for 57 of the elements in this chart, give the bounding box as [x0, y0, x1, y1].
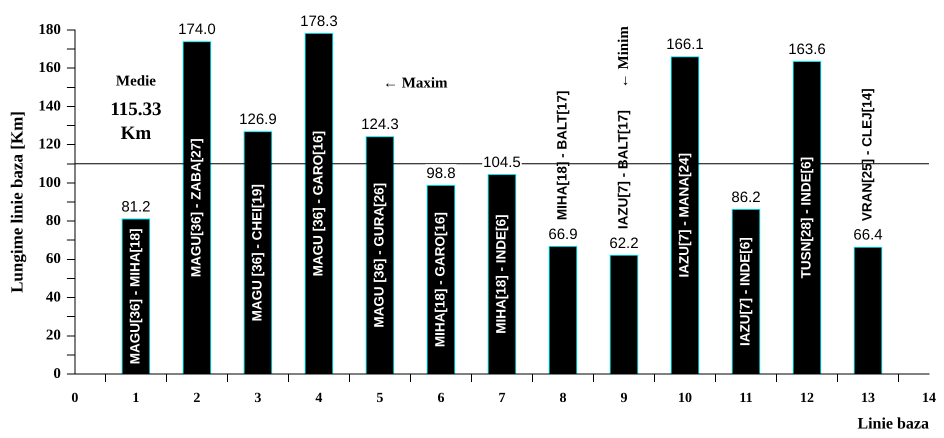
data-label: 66.4: [853, 226, 883, 244]
y-tick-label: 120: [38, 136, 61, 153]
y-tick-label: 160: [38, 60, 61, 76]
x-tick-label: 12: [800, 391, 814, 406]
x-tick-label: 10: [678, 391, 692, 406]
x-tick-label: 3: [254, 391, 262, 406]
annotation: TUSN[28] - INDE[6]: [798, 156, 814, 278]
data-label: 126.9: [239, 111, 277, 128]
data-label: 124.3: [361, 116, 399, 134]
annotation: Medie: [116, 73, 156, 90]
x-tick-label: 1: [132, 391, 140, 406]
data-label: 166.1: [666, 36, 704, 54]
y-tick-label: 20: [46, 328, 61, 344]
annotation: MAGU [36] - GURA[26]: [372, 182, 387, 328]
x-tick-label: 9: [620, 391, 628, 406]
x-tick-label: 14: [922, 391, 936, 406]
data-label: 62.2: [609, 234, 639, 252]
x-tick-label: 0: [71, 391, 78, 406]
y-tick-label: 40: [46, 289, 61, 306]
annotation: ← Maxim: [382, 75, 448, 92]
annotation: VRAN[25] - CLEJ[14]: [860, 88, 875, 222]
y-tick-label: 80: [46, 212, 61, 229]
annotation: MIHA[18] - GARO[16]: [432, 212, 448, 348]
x-tick-label: 8: [559, 391, 566, 406]
annotation: MAGU [36] - GARO[16]: [310, 130, 326, 276]
annotation: MIHA[18] - INDE[6]: [494, 214, 509, 334]
data-label: 163.6: [788, 40, 826, 58]
data-label: 174.0: [178, 21, 216, 38]
x-tick-label: 11: [739, 391, 753, 406]
data-label: 86.2: [731, 188, 761, 206]
data-label: 66.9: [548, 226, 578, 243]
annotation: MIHA[18] - BALT[17]: [554, 90, 570, 220]
data-label: 178.3: [300, 12, 338, 30]
y-axis-title: Lungime linie baza [Km]: [8, 111, 27, 293]
x-tick-label: 13: [860, 391, 875, 406]
annotation: 115.33 Km: [110, 99, 162, 144]
annotation: IAZU[7] - BALT[17]: [616, 110, 631, 230]
annotation: ← Minim: [616, 26, 632, 88]
y-tick-label: 0: [53, 366, 61, 382]
annotation: IAZU[7] - MANA[24]: [676, 153, 692, 278]
x-tick-label: 4: [315, 391, 322, 406]
x-tick-label: 7: [498, 391, 506, 406]
data-label: 98.8: [426, 164, 456, 182]
x-tick-label: 5: [376, 391, 384, 406]
annotation: MAGU[36] - MIHA[18]: [128, 228, 143, 364]
annotation: IAZU[7] - INDE[6]: [738, 237, 753, 346]
y-tick-label: 100: [38, 174, 61, 191]
y-tick-label: 60: [46, 251, 61, 268]
annotation: MAGU [36] - CHEI[19]: [250, 184, 265, 322]
x-tick-label: 6: [437, 391, 444, 406]
annotation: MAGU[36] - ZABA[27]: [188, 138, 204, 278]
y-tick-label: 180: [38, 22, 61, 38]
y-tick-label: 140: [38, 98, 61, 114]
data-label: 81.2: [121, 198, 151, 216]
x-axis-title: Linie baza: [857, 416, 929, 433]
x-tick-label: 2: [193, 391, 200, 406]
data-label: 104.5: [483, 154, 521, 171]
